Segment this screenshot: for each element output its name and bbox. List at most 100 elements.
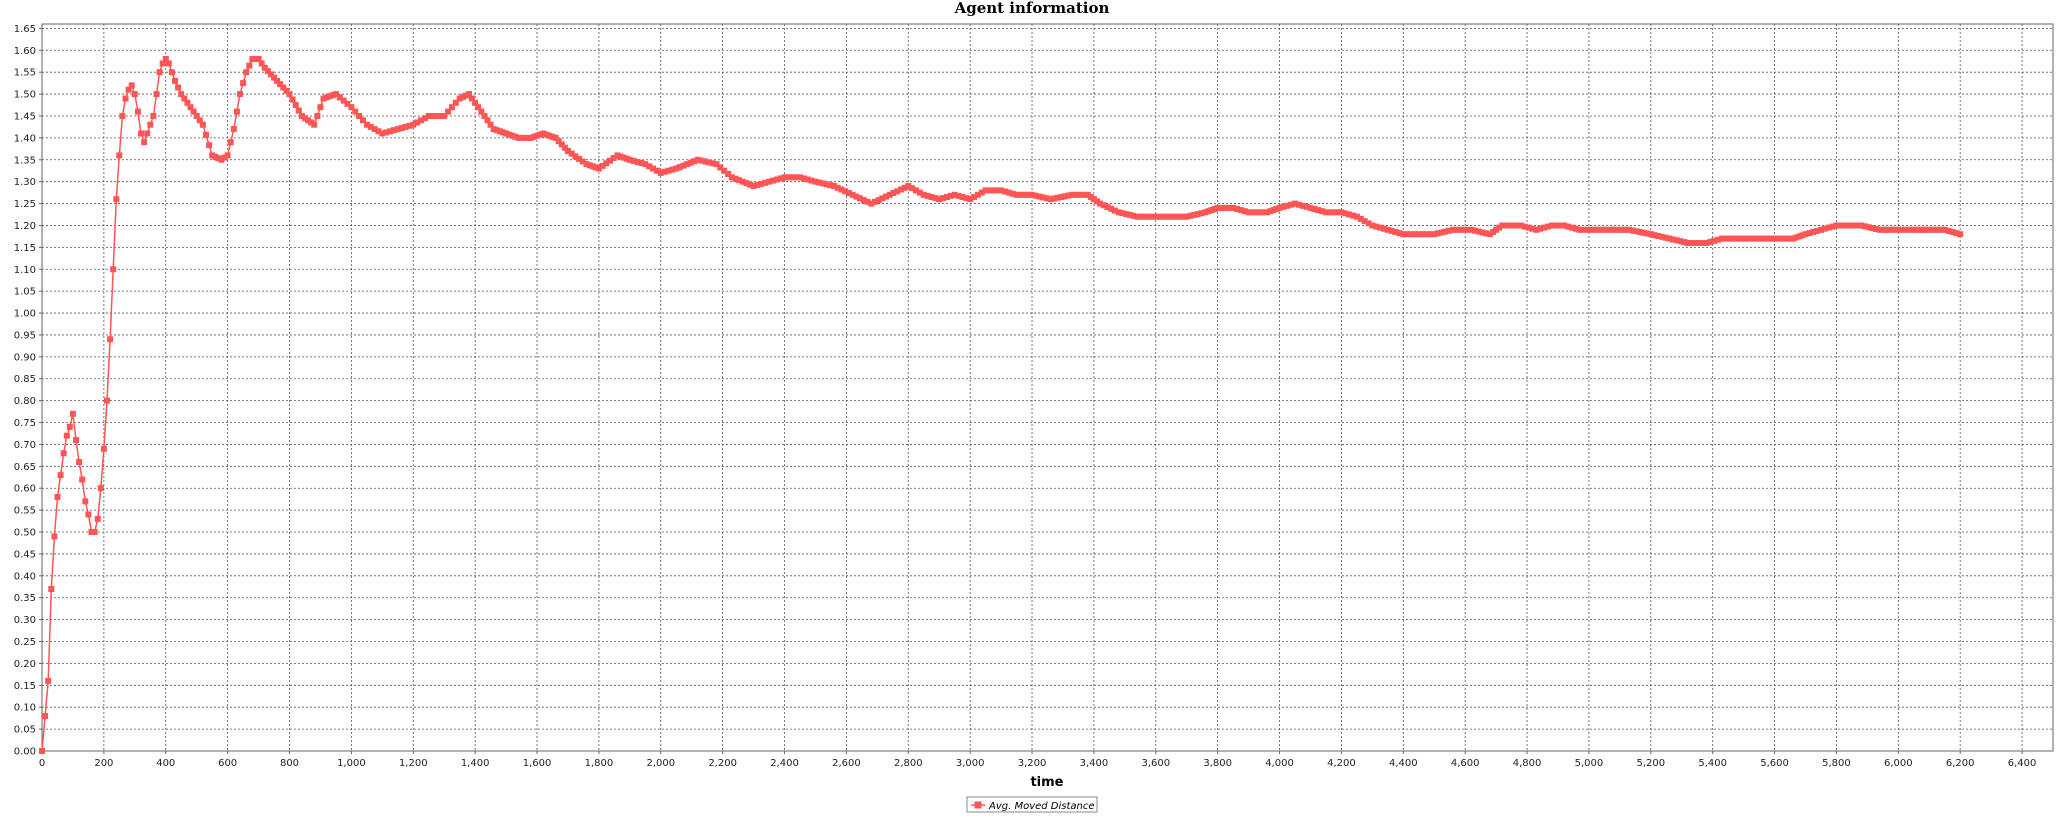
data-point	[147, 121, 154, 128]
data-point	[1164, 213, 1171, 220]
data-point	[1292, 200, 1298, 207]
data-point	[441, 113, 448, 119]
data-point	[493, 127, 500, 134]
data-point	[305, 117, 312, 124]
data-point	[1506, 222, 1513, 229]
data-point	[348, 104, 355, 111]
data-point	[1920, 226, 1927, 233]
data-point	[1845, 222, 1852, 229]
data-point	[1365, 220, 1372, 227]
data-point	[141, 139, 148, 146]
data-point	[1861, 223, 1868, 230]
data-point	[579, 158, 586, 165]
data-point	[243, 69, 250, 76]
data-point	[125, 86, 132, 93]
data-point	[797, 174, 803, 181]
x-tick-label: 1,800	[585, 758, 614, 769]
data-point	[1267, 208, 1274, 215]
data-point	[901, 184, 908, 191]
data-point	[1062, 193, 1068, 200]
data-point	[879, 195, 886, 202]
data-point	[91, 529, 98, 535]
data-point	[1472, 227, 1479, 234]
y-tick-label: 0.90	[14, 352, 36, 363]
data-point	[475, 104, 482, 111]
data-point	[237, 91, 243, 98]
data-point	[1211, 206, 1218, 212]
data-point	[1334, 209, 1341, 216]
data-point	[1756, 235, 1763, 242]
grid	[41, 24, 2053, 752]
data-point	[990, 187, 997, 194]
data-point	[623, 155, 630, 162]
data-point	[1790, 235, 1797, 242]
data-point	[1493, 226, 1500, 233]
data-point	[1767, 235, 1774, 242]
data-point	[1514, 222, 1521, 229]
data-point	[1156, 213, 1163, 220]
data-point	[134, 108, 141, 115]
data-point	[363, 121, 370, 128]
data-point	[418, 117, 424, 124]
plot-area	[41, 23, 2054, 752]
data-point	[1779, 235, 1785, 242]
data-point	[45, 677, 52, 684]
data-point	[1699, 240, 1706, 246]
data-point	[1084, 191, 1091, 198]
data-point	[1253, 209, 1259, 216]
data-point	[1460, 226, 1467, 233]
data-point	[233, 108, 240, 115]
data-point	[181, 95, 188, 102]
data-point	[1588, 226, 1595, 233]
data-point	[1855, 222, 1862, 229]
data-point	[1576, 226, 1583, 233]
data-point	[1051, 195, 1058, 202]
data-point	[1796, 233, 1803, 240]
x-tick-label: 4,200	[1327, 758, 1356, 769]
y-tick-label: 1.20	[14, 221, 36, 232]
data-point	[1218, 204, 1225, 211]
data-point	[1342, 210, 1349, 217]
data-point	[599, 162, 606, 169]
data-point	[1353, 213, 1360, 220]
data-point	[940, 195, 947, 202]
data-point	[1786, 235, 1793, 242]
data-point	[387, 128, 394, 135]
data-point	[665, 167, 672, 174]
data-point	[717, 164, 724, 171]
data-point	[758, 180, 765, 187]
data-point	[572, 153, 579, 160]
data-point	[73, 437, 79, 444]
data-point	[481, 113, 488, 119]
data-point	[1537, 225, 1544, 232]
y-tick-label: 0.65	[14, 462, 36, 473]
x-axis: 0 200 400 600 800 1,000 1,200 1,400 1,600 1,800 2,…	[39, 751, 2036, 769]
data-point	[286, 91, 293, 98]
data-point	[773, 176, 780, 183]
data-point	[1902, 226, 1909, 233]
data-point	[1381, 225, 1387, 232]
data-point	[982, 187, 989, 194]
x-tick-label: 5,600	[1760, 758, 1789, 769]
data-point	[886, 191, 893, 198]
data-point	[691, 158, 698, 165]
data-point	[1726, 235, 1733, 242]
data-point	[831, 183, 837, 189]
x-tick-label: 1,000	[337, 758, 366, 769]
x-tick-label: 4,600	[1451, 758, 1480, 769]
data-point	[592, 164, 599, 171]
data-point	[1633, 228, 1640, 235]
data-point	[1771, 235, 1778, 242]
data-point	[1658, 233, 1665, 240]
data-point	[1821, 225, 1828, 232]
data-point	[1029, 191, 1035, 198]
data-point	[1551, 222, 1558, 229]
data-point	[1094, 198, 1100, 205]
data-point	[698, 157, 705, 164]
data-point	[379, 130, 386, 137]
data-point	[800, 175, 807, 182]
data-point	[66, 423, 73, 430]
data-point	[913, 187, 919, 194]
data-point	[1108, 205, 1115, 212]
data-point	[1503, 222, 1509, 229]
